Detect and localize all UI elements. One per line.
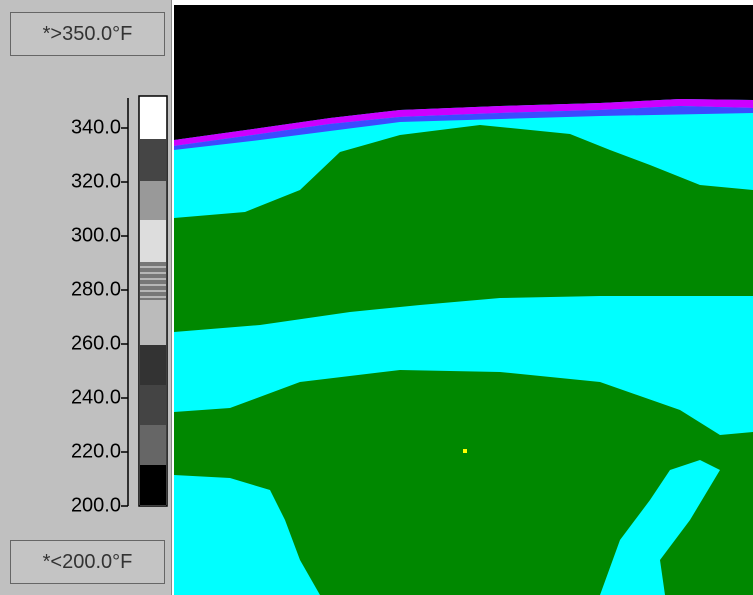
scale-bar bbox=[0, 0, 172, 595]
thermal-image[interactable] bbox=[172, 0, 753, 595]
min-label[interactable]: *<200.0°F bbox=[10, 540, 165, 584]
thermal-viewer: *>350.0°F 340.0320.0300.0280.0260.0240.0… bbox=[0, 0, 753, 595]
